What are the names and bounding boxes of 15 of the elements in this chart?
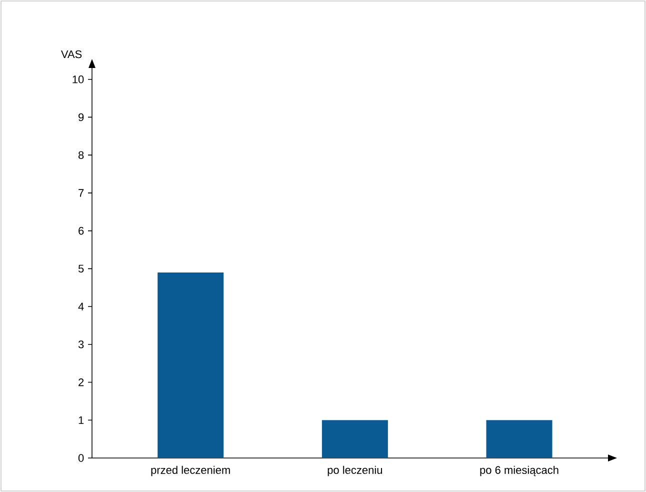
y-tick-label: 8 bbox=[78, 151, 84, 159]
y-axis-title: VAS bbox=[60, 50, 82, 58]
x-tick-label: po 6 miesiącach bbox=[480, 466, 558, 476]
y-tick-label: 4 bbox=[78, 302, 84, 310]
x-tick-label: przed leczeniem bbox=[151, 466, 230, 476]
y-tick-label: 0 bbox=[78, 454, 84, 462]
y-tick-label: 2 bbox=[78, 378, 84, 386]
y-tick-label: 1 bbox=[78, 416, 84, 424]
y-tick-label: 6 bbox=[78, 226, 84, 235]
y-tick-label: 10 bbox=[72, 75, 84, 84]
x-tick-label: po leczeniu bbox=[328, 466, 382, 476]
y-tick-label: 7 bbox=[78, 189, 84, 197]
y-tick-label: 9 bbox=[78, 113, 84, 122]
y-tick-label: 5 bbox=[78, 264, 84, 273]
y-tick-label: 3 bbox=[78, 340, 84, 348]
